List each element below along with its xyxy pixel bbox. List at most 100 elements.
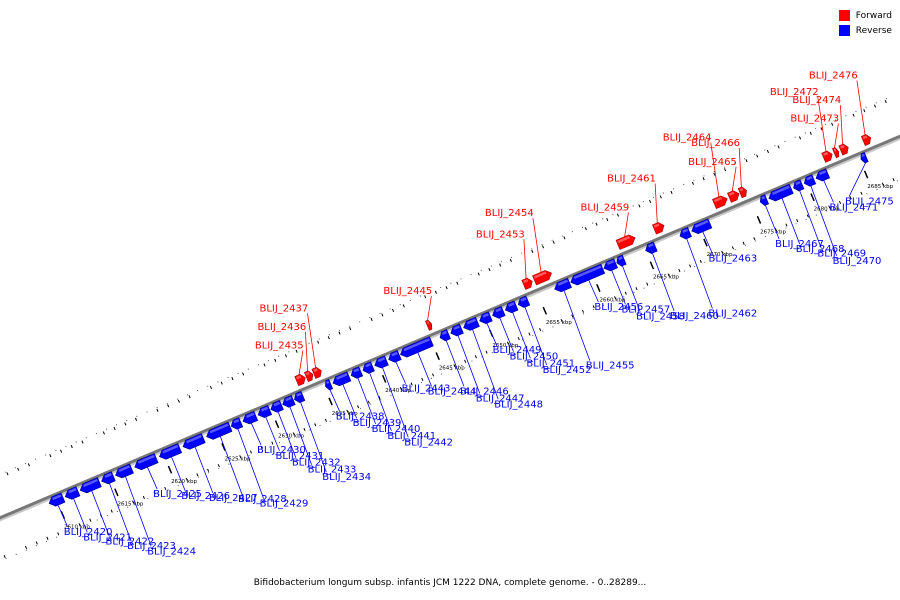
gene-label[interactable]: BLIJ_2467	[775, 239, 824, 250]
gene-blij_2472[interactable]	[821, 150, 834, 163]
gene-label[interactable]: BLIJ_2446	[460, 386, 509, 397]
gene-arrow[interactable]	[157, 443, 183, 461]
gene-blij_2441[interactable]	[361, 361, 375, 375]
gene-label[interactable]: BLIJ_2428	[238, 494, 287, 505]
gene-arrow[interactable]	[553, 277, 572, 294]
gene-arrow[interactable]	[602, 258, 619, 273]
gene-arrow[interactable]	[292, 390, 306, 404]
gene-arrow[interactable]	[814, 168, 831, 183]
gene-label[interactable]: BLIJ_2471	[829, 202, 878, 213]
gene-label[interactable]: BLIJ_2456	[594, 302, 643, 313]
gene-blij_2468[interactable]	[767, 183, 794, 203]
gene-blij_2439[interactable]	[331, 371, 352, 388]
gene-label[interactable]: BLIJ_2448	[494, 399, 543, 410]
gene-blij_2453[interactable]	[521, 277, 534, 290]
gene-arrow[interactable]	[438, 329, 451, 343]
gene-arrow[interactable]	[269, 399, 284, 414]
gene-arrow[interactable]	[256, 404, 273, 419]
gene-label[interactable]: BLIJ_2457	[621, 304, 670, 315]
gene-arrow[interactable]	[425, 319, 433, 331]
gene-label[interactable]: BLIJ_2423	[127, 541, 176, 552]
gene-blij_2438[interactable]	[323, 379, 334, 391]
gene-blij_2474[interactable]	[838, 143, 850, 156]
gene-arrow[interactable]	[521, 277, 534, 290]
gene-blij_2447[interactable]	[449, 323, 464, 338]
gene-blij_2424[interactable]	[114, 463, 134, 480]
gene-arrow[interactable]	[860, 133, 872, 146]
gene-blij_2463[interactable]	[690, 218, 713, 236]
gene-label[interactable]: BLIJ_2441	[387, 431, 436, 442]
gene-blij_2466[interactable]	[737, 186, 748, 199]
gene-arrow[interactable]	[503, 300, 519, 315]
gene-label[interactable]: BLIJ_2454	[485, 208, 534, 219]
gene-blij_2467[interactable]	[758, 194, 770, 207]
gene-blij_2427[interactable]	[181, 433, 206, 451]
gene-label[interactable]: BLIJ_2439	[353, 418, 402, 429]
gene-label[interactable]: BLIJ_2476	[809, 71, 858, 82]
gene-blij_2452[interactable]	[516, 295, 531, 309]
gene-blij_2434[interactable]	[292, 390, 306, 404]
gene-label[interactable]: BLIJ_2442	[404, 437, 453, 448]
gene-arrow[interactable]	[690, 218, 713, 236]
gene-label[interactable]: BLIJ_2422	[105, 537, 154, 548]
gene-blij_2449[interactable]	[478, 311, 493, 326]
gene-label[interactable]: BLIJ_2443	[402, 384, 451, 395]
gene-blij_2460[interactable]	[644, 241, 658, 255]
gene-arrow[interactable]	[569, 263, 606, 287]
gene-arrow[interactable]	[758, 194, 770, 207]
gene-blij_2455[interactable]	[553, 277, 572, 294]
gene-label[interactable]: BLIJ_2458	[636, 312, 685, 323]
gene-blij_2437[interactable]	[311, 366, 323, 379]
gene-blij_2461[interactable]	[652, 221, 666, 235]
gene-arrow[interactable]	[532, 268, 554, 286]
gene-arrow[interactable]	[373, 355, 389, 370]
gene-blij_2470[interactable]	[802, 174, 817, 188]
gene-label[interactable]: BLIJ_2438	[336, 412, 385, 423]
gene-arrow[interactable]	[387, 350, 402, 364]
gene-label[interactable]: BLIJ_2465	[688, 157, 737, 168]
gene-blij_2445[interactable]	[425, 319, 433, 331]
gene-arrow[interactable]	[712, 194, 729, 210]
gene-label[interactable]: BLIJ_2420	[64, 527, 113, 538]
gene-blij_2443[interactable]	[387, 350, 402, 364]
gene-blij_2458[interactable]	[615, 254, 627, 267]
gene-arrow[interactable]	[331, 371, 352, 388]
gene-arrow[interactable]	[181, 433, 206, 451]
gene-arrow[interactable]	[241, 410, 259, 426]
gene-blij_2430[interactable]	[241, 410, 259, 426]
gene-label[interactable]: BLIJ_2435	[255, 341, 304, 352]
gene-label[interactable]: BLIJ_2450	[510, 352, 559, 363]
gene-blij_2464[interactable]	[712, 194, 729, 210]
gene-blij_2431[interactable]	[256, 404, 273, 419]
gene-arrow[interactable]	[831, 147, 840, 159]
gene-arrow[interactable]	[792, 179, 805, 193]
gene-label[interactable]: BLIJ_2473	[790, 114, 839, 125]
gene-arrow[interactable]	[281, 394, 296, 409]
gene-label[interactable]: BLIJ_2469	[817, 249, 866, 260]
gene-arrow[interactable]	[652, 221, 666, 235]
gene-label[interactable]: BLIJ_2433	[308, 465, 357, 476]
gene-label[interactable]: BLIJ_2451	[526, 358, 575, 369]
gene-label[interactable]: BLIJ_2464	[663, 133, 712, 144]
gene-arrow[interactable]	[63, 486, 81, 502]
gene-label[interactable]: BLIJ_2447	[476, 393, 525, 404]
gene-label[interactable]: BLIJ_2431	[276, 451, 325, 462]
gene-label[interactable]: BLIJ_2426	[181, 491, 230, 502]
gene-arrow[interactable]	[133, 453, 159, 471]
gene-label[interactable]: BLIJ_2430	[257, 445, 306, 456]
gene-label[interactable]: BLIJ_2444	[428, 386, 477, 397]
gene-blij_2454[interactable]	[532, 268, 554, 286]
gene-blij_2457[interactable]	[602, 258, 619, 273]
gene-blij_2421[interactable]	[63, 486, 81, 502]
gene-blij_2433[interactable]	[281, 394, 296, 409]
gene-label[interactable]: BLIJ_2436	[257, 322, 306, 333]
gene-label[interactable]: BLIJ_2470	[833, 256, 882, 267]
gene-blij_2473[interactable]	[831, 147, 840, 159]
gene-label[interactable]: BLIJ_2437	[259, 303, 308, 314]
gene-arrow[interactable]	[838, 143, 850, 156]
gene-arrow[interactable]	[47, 492, 66, 508]
gene-label[interactable]: BLIJ_2421	[83, 532, 132, 543]
gene-arrow[interactable]	[615, 254, 627, 267]
gene-label[interactable]: BLIJ_2440	[372, 424, 421, 435]
gene-blij_2456[interactable]	[569, 263, 606, 287]
